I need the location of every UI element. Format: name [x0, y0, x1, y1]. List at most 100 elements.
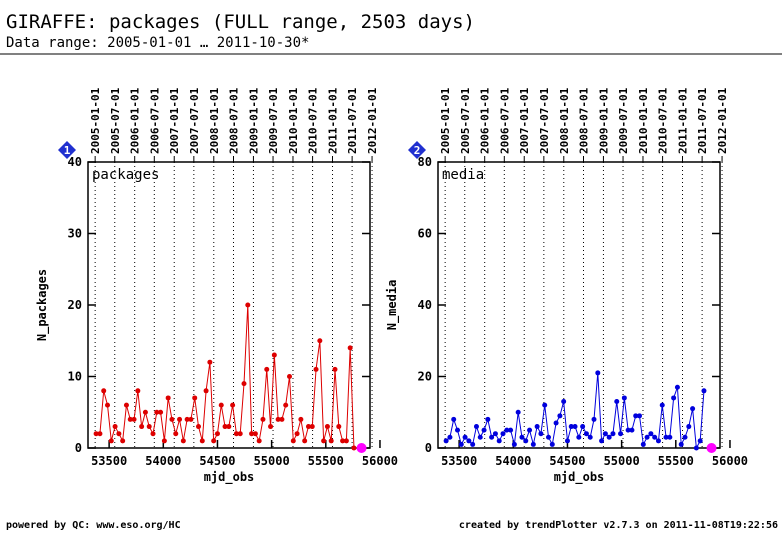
- date-tick-label: 2007-01-01: [518, 87, 531, 154]
- data-point: [655, 438, 661, 444]
- x-tick-label: 54500: [199, 454, 235, 468]
- data-point: [161, 438, 167, 444]
- highlight-point: [356, 443, 367, 453]
- x-tick-label: 54500: [549, 454, 585, 468]
- data-point: [644, 434, 650, 440]
- date-tick-label: 2006-07-01: [498, 87, 511, 154]
- data-point: [564, 438, 570, 444]
- date-tick-label: 2009-01-01: [597, 87, 610, 154]
- x-tick-label: 54000: [495, 454, 531, 468]
- data-point: [287, 374, 293, 379]
- data-point: [321, 438, 327, 444]
- data-point: [633, 413, 639, 419]
- y-tick-label: 0: [425, 441, 432, 455]
- data-point: [233, 431, 239, 437]
- page-subtitle: Data range: 2005-01-01 … 2011-10-30*: [6, 35, 309, 51]
- data-point: [591, 416, 597, 422]
- y-tick-label: 20: [68, 298, 82, 312]
- data-point: [112, 424, 118, 430]
- data-point: [328, 438, 334, 444]
- data-point: [169, 416, 175, 422]
- data-point: [131, 416, 137, 422]
- data-point: [245, 302, 251, 308]
- data-point: [697, 438, 703, 444]
- data-point: [693, 445, 699, 451]
- date-tick-label: 2011-01-01: [327, 87, 340, 154]
- data-point: [150, 431, 156, 437]
- highlight-point: [706, 443, 717, 453]
- date-tick-label: 2009-01-01: [247, 87, 260, 154]
- data-point: [154, 409, 160, 415]
- y-tick-label: 0: [75, 441, 82, 455]
- data-point: [637, 413, 643, 419]
- data-point: [199, 438, 205, 444]
- data-point: [211, 438, 217, 444]
- data-point: [283, 402, 289, 408]
- date-tick-label: 2008-07-01: [577, 87, 590, 154]
- y-axis-label: N_packages: [35, 269, 50, 341]
- data-point: [557, 413, 563, 419]
- data-point: [120, 438, 126, 444]
- data-point: [127, 416, 133, 422]
- data-point: [519, 434, 525, 440]
- data-point: [701, 388, 707, 394]
- x-tick-label: 55500: [308, 454, 344, 468]
- date-tick-label: 2012-01-01: [366, 87, 379, 154]
- data-point: [671, 395, 677, 401]
- data-point: [256, 438, 262, 444]
- data-point: [542, 402, 548, 408]
- panel-label: packages: [92, 167, 159, 183]
- data-point: [602, 431, 608, 437]
- data-point: [271, 352, 277, 358]
- data-point: [279, 416, 285, 422]
- data-point: [606, 434, 612, 440]
- data-point: [610, 431, 616, 437]
- data-point: [580, 424, 586, 430]
- panel-label: media: [442, 167, 484, 183]
- y-tick-label: 40: [68, 155, 82, 169]
- x-tick-label: 55500: [658, 454, 694, 468]
- plot-frame: [437, 161, 721, 449]
- data-point: [165, 395, 171, 401]
- data-point: [674, 384, 680, 390]
- data-point: [690, 406, 696, 412]
- data-point: [139, 424, 145, 430]
- data-point: [298, 416, 304, 422]
- date-tick-label: 2008-01-01: [208, 87, 221, 154]
- data-point: [207, 359, 213, 365]
- data-point: [192, 395, 198, 401]
- data-point: [188, 416, 194, 422]
- panel-badge-number: 1: [64, 144, 71, 157]
- footer-left: powered by QC: www.eso.org/HC: [6, 520, 181, 531]
- date-tick-label: 2007-07-01: [538, 87, 551, 154]
- data-point: [500, 431, 506, 437]
- data-point: [546, 434, 552, 440]
- data-point: [249, 431, 255, 437]
- data-point: [343, 438, 349, 444]
- panel-badge-number: 2: [414, 144, 421, 157]
- data-point: [629, 427, 635, 433]
- data-point: [252, 431, 258, 437]
- date-tick-label: 2006-01-01: [129, 87, 142, 154]
- date-tick-label: 2011-07-01: [696, 87, 709, 154]
- data-point: [618, 431, 624, 437]
- data-point: [477, 434, 483, 440]
- x-tick-label: 55000: [254, 454, 290, 468]
- data-point: [290, 438, 296, 444]
- data-point: [462, 434, 468, 440]
- data-point: [640, 441, 646, 447]
- date-tick-label: 2006-07-01: [148, 87, 161, 154]
- date-tick-label: 2008-07-01: [227, 87, 240, 154]
- data-point: [527, 427, 533, 433]
- data-point: [530, 441, 536, 447]
- data-point: [264, 366, 270, 372]
- data-point: [515, 409, 521, 415]
- data-point: [237, 431, 243, 437]
- data-point: [678, 441, 684, 447]
- date-tick-label: 2011-07-01: [346, 87, 359, 154]
- x-axis-label: mjd_obs: [204, 470, 255, 485]
- date-tick-label: 2009-07-01: [267, 87, 280, 154]
- data-point: [568, 424, 574, 430]
- data-point: [116, 431, 122, 437]
- data-point: [180, 438, 186, 444]
